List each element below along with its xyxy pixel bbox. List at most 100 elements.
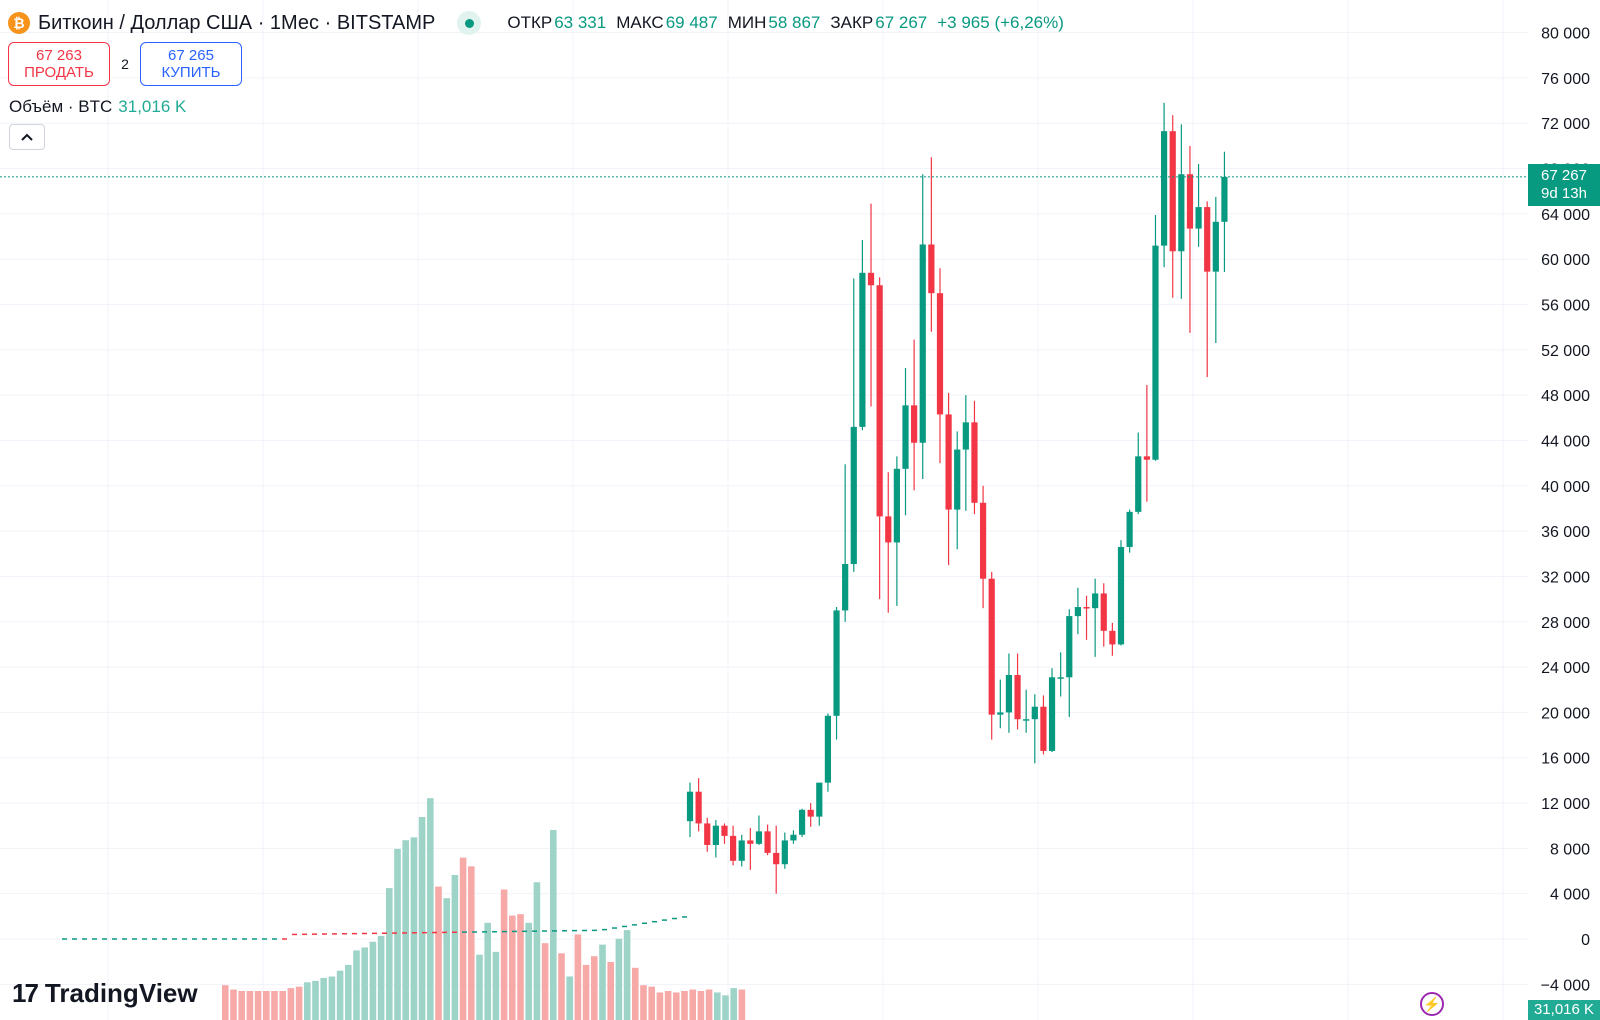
volume-bar xyxy=(427,798,434,1020)
sell-label: ПРОДАТЬ xyxy=(24,64,94,81)
chevron-up-icon xyxy=(21,133,33,141)
y-tick-label: 60 000 xyxy=(1541,252,1590,269)
candle-body xyxy=(1143,456,1150,460)
candle-body xyxy=(979,502,987,579)
y-tick-label: 12 000 xyxy=(1541,796,1590,813)
y-tick-label: 0 xyxy=(1581,932,1590,949)
volume-bar xyxy=(582,964,590,1020)
open-label: ОТКР xyxy=(507,13,553,32)
y-tick-label: 72 000 xyxy=(1541,116,1590,133)
candle-body xyxy=(712,825,719,845)
y-tick-label: 28 000 xyxy=(1541,615,1590,632)
volume-bar xyxy=(689,989,696,1020)
candle-body xyxy=(988,578,995,715)
candle-body xyxy=(902,405,909,469)
candle-body xyxy=(755,831,763,844)
candle-body xyxy=(1074,607,1081,617)
volume-bar xyxy=(509,915,516,1020)
symbol-title[interactable]: Биткоин / Доллар США · 1Мес · BITSTAMP xyxy=(38,11,436,34)
volume-bar xyxy=(435,886,442,1020)
y-tick-label: 44 000 xyxy=(1541,433,1590,450)
candle-body xyxy=(773,852,780,865)
volume-bar xyxy=(328,976,336,1020)
volume-bar xyxy=(673,992,680,1020)
volume-bar xyxy=(607,962,614,1020)
open-value: 63 331 xyxy=(554,13,607,32)
buy-button[interactable]: 67 265 КУПИТЬ xyxy=(140,42,242,86)
volume-bar xyxy=(410,837,418,1020)
lightning-icon[interactable]: ⚡ xyxy=(1420,992,1444,1016)
y-tick-label: 40 000 xyxy=(1541,479,1590,496)
volume-bar xyxy=(591,956,598,1020)
volume-bar xyxy=(574,934,582,1020)
candle-body xyxy=(1221,176,1228,222)
candle-body xyxy=(1066,616,1073,678)
volume-bar xyxy=(550,830,557,1020)
candle-body xyxy=(1005,675,1013,713)
collapse-legend-button[interactable] xyxy=(9,124,45,150)
candle-body xyxy=(867,272,875,286)
volume-bar xyxy=(656,992,664,1020)
candle-countdown: 9d 13h xyxy=(1541,185,1587,202)
candle-body xyxy=(816,782,823,817)
candle-body xyxy=(850,426,857,564)
y-tick-label: 8 000 xyxy=(1550,841,1590,858)
volume-bar xyxy=(238,991,245,1020)
trade-panel: 67 263 ПРОДАТЬ 2 67 265 КУПИТЬ xyxy=(8,42,242,86)
volume-bar xyxy=(541,943,549,1020)
volume-bar xyxy=(304,982,311,1020)
candle-body xyxy=(945,414,952,510)
volume-bar xyxy=(222,985,229,1020)
y-tick-label: −4 000 xyxy=(1541,977,1590,994)
y-tick-label: 76 000 xyxy=(1541,71,1590,88)
candle-body xyxy=(1109,630,1116,645)
volume-bar xyxy=(640,985,647,1020)
volume-bar xyxy=(730,988,737,1020)
candle-body xyxy=(1161,131,1168,246)
candle-body xyxy=(1186,174,1194,229)
close-label: ЗАКР xyxy=(830,13,874,32)
candle-body xyxy=(859,272,866,427)
volume-bar xyxy=(345,964,352,1020)
y-tick-label: 20 000 xyxy=(1541,705,1590,722)
candle-body xyxy=(842,563,849,611)
volume-bar xyxy=(615,938,623,1020)
candle-body xyxy=(1040,706,1047,751)
volume-bar xyxy=(517,914,524,1020)
candle-body xyxy=(1100,593,1107,631)
volume-bar xyxy=(566,976,573,1020)
volume-bar xyxy=(681,991,688,1020)
volume-bar xyxy=(394,848,401,1020)
volume-bar xyxy=(484,922,491,1020)
sell-button[interactable]: 67 263 ПРОДАТЬ xyxy=(8,42,110,86)
tradingview-logo[interactable]: 17 TradingView xyxy=(12,978,198,1009)
candle-body xyxy=(790,834,797,841)
early-price-line xyxy=(62,916,687,940)
candle-body xyxy=(1212,221,1219,272)
volume-bar xyxy=(451,875,459,1020)
candle-body xyxy=(1048,677,1056,751)
y-tick-label: 48 000 xyxy=(1541,388,1590,405)
volume-bar xyxy=(369,941,377,1020)
candle-body xyxy=(1178,174,1185,252)
y-tick-label: 4 000 xyxy=(1550,887,1590,904)
buy-price: 67 265 xyxy=(168,47,214,64)
candle-body xyxy=(911,405,918,443)
volume-legend[interactable]: Объём · BTC 31,016 K xyxy=(9,97,186,117)
volume-label: Объём · BTC xyxy=(9,97,113,116)
candle-body xyxy=(798,809,806,835)
volume-bars xyxy=(222,798,746,1020)
candle-body xyxy=(738,840,745,861)
candle-body xyxy=(876,285,883,517)
candle-body xyxy=(1092,593,1099,609)
close-value: 67 267 xyxy=(875,13,928,32)
volume-bar xyxy=(738,989,746,1020)
volume-bar xyxy=(525,922,532,1020)
volume-bar xyxy=(386,888,393,1020)
change-value: +3 965 (+6,26%) xyxy=(937,13,1064,32)
volume-bar xyxy=(632,967,639,1020)
candle-body xyxy=(1152,245,1159,460)
volume-bar xyxy=(500,889,508,1020)
